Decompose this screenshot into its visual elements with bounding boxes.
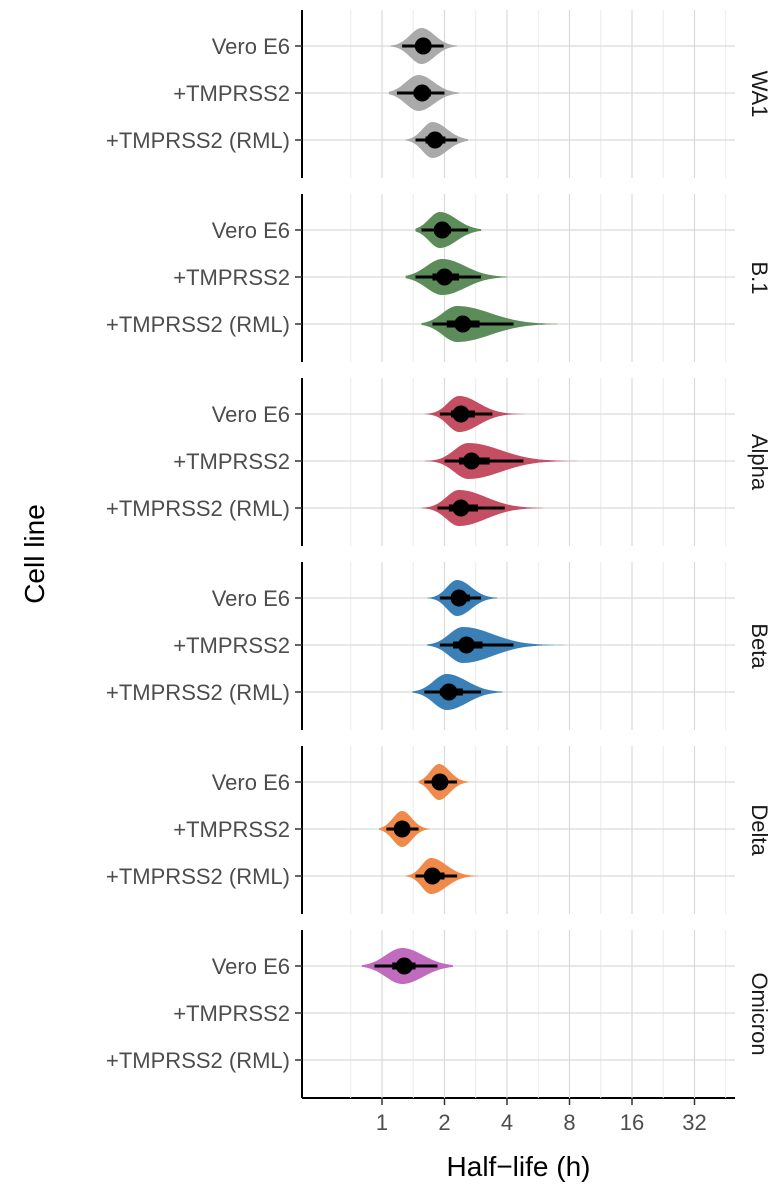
- median-point: [414, 37, 432, 55]
- panel-omicron: Vero E6 +TMPRSS2 +TMPRSS2 (RML) Omicron: [106, 930, 772, 1098]
- panel-strip-label: B.1: [747, 261, 772, 294]
- y-tick-label: +TMPRSS2 (RML): [106, 864, 290, 889]
- y-tick-label: +TMPRSS2 (RML): [106, 496, 290, 521]
- median-point: [440, 683, 458, 701]
- panel-b-1: Vero E6 +TMPRSS2 +TMPRSS2 (RML) B.1: [106, 194, 772, 362]
- median-point: [463, 452, 481, 470]
- median-point: [413, 84, 431, 102]
- y-tick-label: +TMPRSS2: [173, 265, 290, 290]
- x-tick-label: 32: [682, 1110, 706, 1135]
- panel-wa1: Vero E6 +TMPRSS2 +TMPRSS2 (RML) WA1: [106, 10, 772, 178]
- panel-strip-label: Beta: [747, 623, 772, 669]
- y-tick-label: +TMPRSS2 (RML): [106, 1048, 290, 1073]
- median-point: [454, 315, 472, 333]
- panel-strip-label: WA1: [747, 71, 772, 118]
- x-tick-label: 16: [620, 1110, 644, 1135]
- median-point: [450, 589, 468, 607]
- median-point: [431, 773, 449, 791]
- y-tick-label: +TMPRSS2: [173, 817, 290, 842]
- panel-delta: Vero E6 +TMPRSS2 +TMPRSS2 (RML) Delta: [106, 746, 772, 914]
- x-tick-label: 2: [438, 1110, 450, 1135]
- median-point: [423, 867, 441, 885]
- violin: [427, 627, 607, 663]
- y-tick-label: Vero E6: [212, 954, 290, 979]
- x-tick-label: 1: [376, 1110, 388, 1135]
- median-point: [393, 820, 411, 838]
- median-point: [436, 268, 453, 286]
- panel-strip-label: Alpha: [747, 434, 772, 491]
- y-tick-label: +TMPRSS2: [173, 633, 290, 658]
- y-tick-label: Vero E6: [212, 586, 290, 611]
- y-axis-title: Cell line: [19, 504, 50, 604]
- panel-beta: Vero E6 +TMPRSS2 +TMPRSS2 (RML) Beta: [106, 562, 772, 730]
- x-tick-label: 4: [501, 1110, 513, 1135]
- median-point: [426, 131, 444, 149]
- median-point: [457, 636, 475, 654]
- median-point: [452, 499, 470, 517]
- x-tick-label: 8: [563, 1110, 575, 1135]
- median-point: [395, 957, 413, 975]
- y-tick-label: +TMPRSS2 (RML): [106, 312, 290, 337]
- panel-strip-label: Omicron: [747, 972, 772, 1055]
- y-tick-label: Vero E6: [212, 218, 290, 243]
- median-point: [433, 221, 451, 239]
- y-tick-label: Vero E6: [212, 402, 290, 427]
- y-tick-label: +TMPRSS2: [173, 1001, 290, 1026]
- y-tick-label: +TMPRSS2 (RML): [106, 680, 290, 705]
- median-point: [452, 405, 470, 423]
- y-tick-label: Vero E6: [212, 770, 290, 795]
- y-tick-label: +TMPRSS2: [173, 449, 290, 474]
- y-tick-label: +TMPRSS2: [173, 81, 290, 106]
- y-tick-label: Vero E6: [212, 34, 290, 59]
- y-tick-label: +TMPRSS2 (RML): [106, 128, 290, 153]
- x-axis-title: Half−life (h): [447, 1151, 591, 1182]
- panel-alpha: Vero E6 +TMPRSS2 +TMPRSS2 (RML) Alpha: [106, 378, 772, 546]
- panel-strip-label: Delta: [747, 804, 772, 856]
